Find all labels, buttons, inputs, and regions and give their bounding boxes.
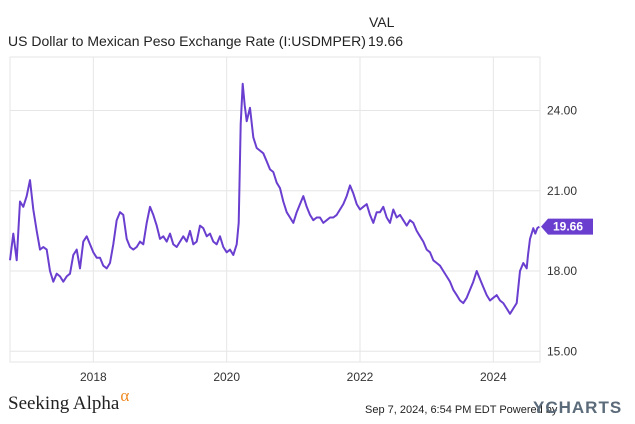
chart-timestamp: Sep 7, 2024, 6:54 PM EDT: [365, 404, 497, 416]
last-value-badge: [541, 218, 593, 235]
chart-series: [9, 82, 540, 315]
x-tick-label: 2020: [213, 370, 240, 384]
y-tick-label: 18.00: [547, 264, 577, 278]
x-tick-label: 2024: [480, 370, 507, 384]
footer-attribution: Sep 7, 2024, 6:54 PM EDT Powered by: [365, 404, 557, 416]
ycharts-brand-text: YCHARTS: [533, 398, 623, 417]
y-tick-label: 24.00: [547, 104, 577, 118]
x-tick-label: 2018: [80, 370, 107, 384]
last-value-badge-label: 19.66: [553, 220, 583, 234]
series-name-label: US Dollar to Mexican Peso Exchange Rate …: [8, 33, 366, 49]
seeking-alpha-logo-text: Seeking Alpha: [8, 393, 120, 414]
chart-grid: [9, 56, 541, 363]
series-current-value: 19.66: [368, 33, 404, 49]
y-tick-label: 15.00: [547, 344, 577, 358]
x-tick-label: 2022: [347, 370, 374, 384]
ycharts-logo[interactable]: YCHARTS: [533, 398, 622, 418]
powered-by-text: Powered by: [499, 404, 558, 416]
plot-frame: [9, 56, 541, 363]
alpha-logo-icon: α: [120, 386, 130, 405]
series-line-usdmper: [9, 82, 540, 315]
chart-axes: 15.00 18.00 21.00 24.00 2018 2020 2022 2024: [80, 104, 577, 384]
last-value-badge-group: 19.66: [541, 218, 593, 235]
column-header-val: VAL: [369, 14, 395, 30]
y-tick-label: 21.00: [547, 184, 577, 198]
seeking-alpha-logo[interactable]: Seeking Alphaα: [8, 386, 129, 415]
